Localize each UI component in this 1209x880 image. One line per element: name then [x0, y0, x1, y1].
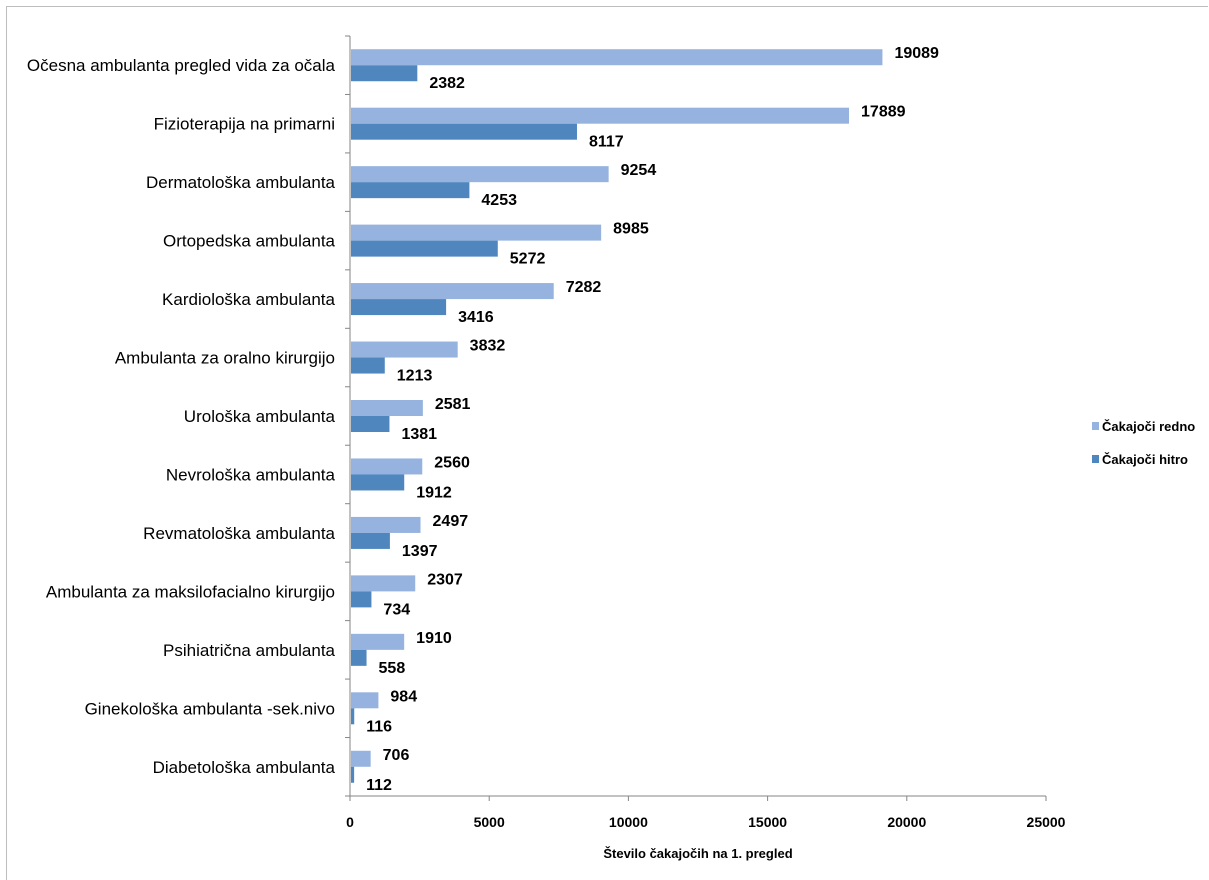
- bar-hitro: [351, 299, 447, 316]
- bar-hitro: [351, 357, 385, 374]
- data-label: 116: [366, 718, 392, 735]
- bar-redno: [351, 692, 379, 709]
- data-label: 4253: [481, 192, 517, 209]
- x-axis-title: Število čakajočih na 1. pregled: [603, 846, 792, 861]
- x-tick-label: 10000: [609, 814, 648, 830]
- category-label: Dermatološka ambulanta: [146, 173, 336, 192]
- legend-label: Čakajoči hitro: [1102, 452, 1188, 467]
- legend-swatch: [1092, 422, 1099, 430]
- data-label: 558: [379, 660, 406, 677]
- data-label: 2560: [434, 454, 470, 471]
- bar-hitro: [351, 649, 367, 666]
- category-label: Fizioterapija na primarni: [154, 115, 335, 134]
- bar-redno: [351, 224, 602, 241]
- bar-redno: [351, 166, 609, 183]
- category-label: Ambulanta za maksilofacialno kirurgijo: [46, 582, 335, 601]
- bar-hitro: [351, 240, 498, 257]
- axes: [345, 35, 1047, 801]
- data-label: 706: [383, 747, 410, 764]
- bar-redno: [351, 750, 371, 767]
- category-label: Ginekološka ambulanta -sek.nivo: [85, 699, 335, 718]
- bar-hitro: [351, 766, 355, 783]
- data-label: 1213: [397, 368, 433, 385]
- data-label: 8985: [613, 221, 649, 238]
- data-label: 3416: [458, 309, 494, 326]
- bar-redno: [351, 516, 421, 533]
- category-label: Psihiatrična ambulanta: [163, 641, 336, 660]
- x-tick-label: 15000: [748, 814, 787, 830]
- data-label: 19089: [894, 45, 939, 62]
- bar-redno: [351, 49, 883, 66]
- bar-hitro: [351, 182, 470, 199]
- data-label: 1910: [416, 630, 452, 647]
- bars: [351, 49, 883, 783]
- legend-label: Čakajoči redno: [1102, 419, 1195, 434]
- category-label: Kardiološka ambulanta: [162, 290, 335, 309]
- data-label: 734: [383, 601, 410, 618]
- data-label: 1381: [401, 426, 437, 443]
- x-tick-label: 0: [346, 814, 354, 830]
- data-label: 2581: [435, 396, 471, 413]
- data-label: 112: [366, 777, 392, 794]
- data-label: 7282: [566, 279, 602, 296]
- bar-redno: [351, 633, 405, 650]
- bar-hitro: [351, 65, 418, 82]
- data-label: 3832: [470, 338, 506, 355]
- bar-redno: [351, 458, 423, 475]
- category-label: Diabetološka ambulanta: [153, 758, 336, 777]
- data-label: 2307: [427, 571, 463, 588]
- data-label: 1397: [402, 543, 438, 560]
- bar-hitro: [351, 123, 577, 140]
- bar-redno: [351, 400, 423, 416]
- bar-hitro: [351, 708, 355, 725]
- legend: Čakajoči redno Čakajoči hitro: [1092, 419, 1195, 467]
- data-label: 2382: [429, 75, 465, 92]
- bar-redno: [351, 283, 554, 300]
- data-label: 17889: [861, 104, 906, 121]
- category-label: Ortopedska ambulanta: [163, 232, 336, 251]
- x-tick-label: 25000: [1027, 814, 1066, 830]
- data-label: 2497: [433, 513, 469, 530]
- chart-frame: [6, 6, 1208, 880]
- bar-redno: [351, 575, 416, 592]
- bar-redno: [351, 341, 458, 358]
- legend-swatch: [1092, 455, 1099, 463]
- category-label: Nevrološka ambulanta: [166, 465, 336, 484]
- data-label: 984: [390, 688, 417, 705]
- category-label: Revmatološka ambulanta: [143, 524, 335, 543]
- category-label: Ambulanta za oralno kirurgijo: [115, 349, 335, 368]
- data-label: 8117: [589, 134, 624, 151]
- x-tick-label: 20000: [887, 814, 926, 830]
- bar-hitro: [351, 474, 405, 491]
- bar-hitro: [351, 532, 390, 549]
- bar-redno: [351, 107, 850, 124]
- data-label: 9254: [621, 162, 657, 179]
- data-label: 1912: [416, 484, 452, 501]
- bar-hitro: [351, 416, 390, 432]
- x-tick-label: 5000: [474, 814, 505, 830]
- category-label: Očesna ambulanta pregled vida za očala: [27, 56, 336, 75]
- data-label: 5272: [510, 251, 546, 268]
- bar-hitro: [351, 591, 372, 608]
- labels: 0 5000 10000 15000 20000 25000 Število čakajoč…: [27, 45, 1066, 861]
- category-label: Urološka ambulanta: [184, 407, 336, 426]
